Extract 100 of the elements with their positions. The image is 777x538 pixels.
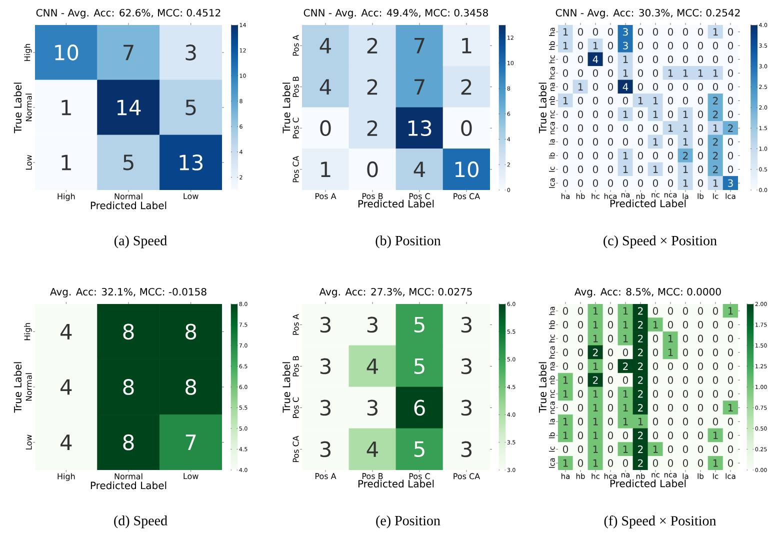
data-label: 0	[638, 83, 644, 91]
data-label: 1	[653, 166, 658, 174]
data-label: 0	[698, 418, 704, 426]
data-label: 3	[320, 358, 331, 374]
data-label: 2	[638, 390, 643, 398]
y-tick-label: Pos A	[292, 314, 299, 335]
data-label: 0	[578, 179, 584, 187]
text: (d) Speed	[114, 516, 168, 528]
data-label: 0	[578, 376, 584, 384]
data-label: 0	[652, 459, 658, 467]
data-label: 2	[638, 348, 643, 356]
data-label: 0	[728, 110, 734, 118]
data-label: 0	[712, 445, 718, 454]
data-label: 0	[622, 459, 628, 467]
data-label: 0	[712, 307, 718, 315]
x-tick-label: High	[58, 473, 75, 481]
data-label: 0	[461, 120, 472, 136]
data-label: 6	[414, 400, 425, 416]
data-label: 0	[698, 432, 704, 440]
data-label: 0	[608, 28, 614, 36]
data-label: 0	[652, 348, 658, 356]
data-label: 0	[728, 69, 734, 77]
data-label: 0	[728, 418, 734, 426]
data-label: 1	[593, 307, 598, 315]
data-label: 0	[608, 390, 614, 398]
x-axis-title: Predicted Label	[358, 200, 434, 208]
data-label: 2	[713, 166, 718, 174]
data-label: 4	[60, 434, 72, 450]
data-label: 7	[414, 79, 424, 95]
data-label: 0	[712, 56, 718, 64]
data-label: 0	[668, 390, 674, 398]
data-label: 1	[713, 28, 718, 36]
data-label: 4	[366, 358, 378, 374]
data-label: 2	[638, 321, 643, 328]
data-label: 1	[623, 334, 628, 342]
data-label: 0	[682, 376, 688, 384]
text: (c) Speed × Position	[604, 236, 717, 248]
data-label: 0	[638, 28, 644, 36]
data-label: 0	[592, 69, 598, 77]
data-label: 0	[682, 307, 688, 315]
data-label: 0	[638, 179, 644, 187]
data-label: 0	[562, 445, 568, 454]
data-label: 0	[698, 96, 704, 104]
data-label: 0	[668, 376, 674, 384]
data-label: 1	[623, 69, 628, 77]
data-label: 0	[562, 307, 568, 315]
data-label: 3	[367, 316, 378, 333]
data-label: 0	[578, 96, 584, 104]
data-label: 1	[623, 404, 628, 412]
data-label: 0	[578, 362, 584, 370]
data-label: 0	[578, 110, 584, 118]
data-label: 0	[682, 28, 688, 36]
data-label: 0	[562, 179, 568, 187]
data-label: 2	[638, 376, 643, 384]
data-label: 1	[683, 179, 688, 187]
data-label: 0	[682, 445, 688, 454]
data-label: 0	[682, 348, 688, 356]
data-label: 0	[728, 152, 734, 160]
data-label: 3	[461, 400, 472, 416]
data-label: 0	[668, 404, 674, 412]
data-label: 1	[593, 446, 598, 453]
data-label: 0	[728, 362, 734, 370]
data-label: 1	[623, 321, 628, 328]
data-label: 0	[698, 152, 704, 160]
data-label: 3	[461, 358, 472, 374]
data-label: 0	[608, 110, 614, 118]
data-label: 0	[728, 320, 734, 329]
data-label: 1	[593, 404, 598, 412]
data-label: 13	[408, 120, 432, 136]
data-label: 1	[668, 69, 673, 77]
data-label: 0	[698, 404, 704, 412]
data-label: 1	[653, 321, 658, 328]
data-label: 1	[668, 124, 673, 132]
data-label: 5	[414, 316, 424, 333]
data-label: 0	[622, 138, 628, 146]
data-label: 2	[713, 152, 718, 160]
data-label: 4	[60, 324, 72, 340]
data-label: 0	[562, 320, 568, 329]
data-label: 2	[713, 138, 718, 146]
data-label: 5	[186, 100, 196, 116]
data-label: 0	[682, 320, 688, 329]
data-label: 0	[682, 418, 688, 426]
data-label: 0	[578, 42, 584, 50]
data-label: 1	[713, 69, 718, 77]
data-label: 0	[728, 166, 734, 174]
y-axis-title: True Label	[538, 82, 546, 134]
text: (a) Speed	[114, 236, 167, 248]
data-label: 0	[622, 96, 628, 104]
data-label: 0	[698, 83, 704, 91]
data-label: 5	[414, 441, 424, 458]
data-label: 1	[713, 432, 718, 440]
data-label: 0	[682, 362, 688, 370]
data-label: 0	[668, 110, 674, 118]
data-label: 0	[652, 404, 658, 412]
data-label: 1	[653, 110, 658, 118]
data-label: 0	[698, 320, 704, 329]
data-label: 1	[683, 124, 688, 132]
x-tick-label: Pos C	[409, 193, 430, 200]
data-label: 0	[562, 124, 568, 132]
data-label: 1	[683, 69, 688, 77]
